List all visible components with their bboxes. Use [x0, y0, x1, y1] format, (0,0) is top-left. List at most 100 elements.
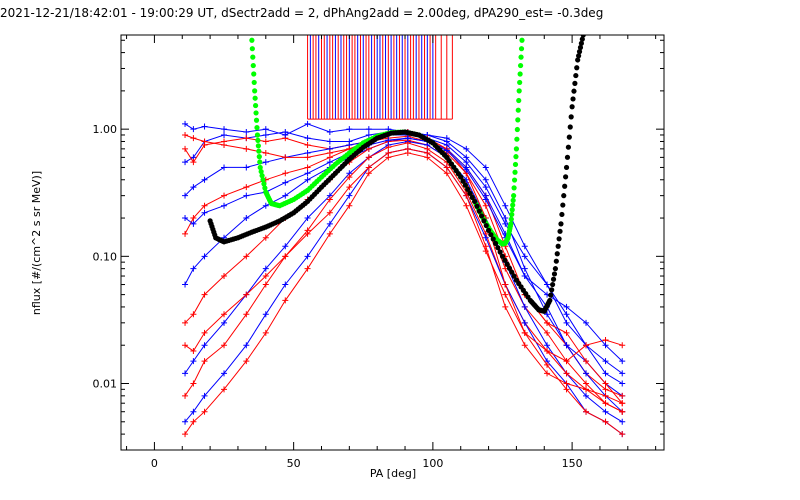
fit-curve-dot	[512, 169, 518, 175]
flux-point	[521, 329, 528, 336]
fit-curve-dot	[460, 178, 466, 184]
fit-curve-dot	[550, 281, 556, 288]
flux-point	[502, 281, 509, 288]
flux-point	[521, 303, 528, 310]
flux-point	[282, 170, 289, 177]
fit-curve-dot	[561, 193, 567, 199]
flux-point	[619, 380, 626, 387]
flux-point	[221, 192, 228, 199]
fit-curve-dot	[519, 37, 525, 43]
flux-point	[201, 123, 208, 130]
fit-curve-dot	[254, 132, 261, 138]
flux-point	[544, 319, 551, 326]
flux-point	[182, 192, 189, 199]
fit-curve-dot	[510, 197, 516, 203]
flux-point	[463, 192, 470, 199]
flux-point	[502, 303, 509, 310]
flux-profile-line	[184, 139, 623, 413]
flux-point	[190, 358, 197, 365]
flux-point	[282, 154, 289, 161]
flux-point	[190, 126, 197, 133]
flux-point	[304, 135, 311, 142]
flux-point	[602, 408, 609, 415]
fit-curve-dot	[472, 198, 478, 205]
flux-point	[262, 265, 269, 272]
fit-curve-dot	[554, 251, 560, 257]
flux-point	[243, 342, 250, 349]
flux-point	[346, 126, 353, 133]
flux-point	[521, 265, 528, 272]
fit-curve-dot	[262, 185, 268, 191]
flux-point	[326, 196, 333, 203]
flux-point	[326, 149, 333, 156]
flux-point	[544, 348, 551, 355]
flux-point	[262, 329, 269, 336]
flux-point	[521, 319, 528, 326]
flux-point	[602, 400, 609, 407]
flux-point	[385, 144, 392, 151]
fit-curve-dot	[509, 211, 515, 218]
flux-point	[602, 358, 609, 365]
flux-point	[190, 220, 197, 227]
flux-point	[262, 234, 269, 241]
flux-point	[619, 408, 626, 415]
y-tick-label: 0.01	[93, 378, 118, 391]
fit-curve-dot	[474, 203, 480, 209]
flux-point	[563, 303, 570, 310]
flux-point	[521, 243, 528, 250]
flux-point	[282, 297, 289, 304]
fit-curve-dot	[559, 211, 565, 218]
flux-profile-line	[184, 140, 623, 423]
flux-point	[544, 342, 551, 349]
fit-curve-dot	[569, 104, 575, 110]
flux-point	[326, 230, 333, 237]
fit-curve-dot	[572, 80, 578, 86]
flux-point	[304, 142, 311, 149]
fit-curve-dot	[511, 273, 517, 279]
fit-curve-dot	[483, 222, 489, 229]
flux-point	[201, 176, 208, 183]
x-tick-label: 0	[151, 457, 158, 470]
flux-point	[262, 311, 269, 318]
flux-point	[482, 164, 489, 171]
fit-curve-dot	[575, 57, 581, 63]
x-tick-label: 150	[562, 457, 583, 470]
fit-curve-dot	[567, 124, 573, 130]
flux-point	[182, 281, 189, 288]
flux-point	[262, 126, 269, 133]
fit-curve-dot	[558, 221, 564, 227]
flux-point	[221, 131, 228, 138]
plot-frame	[120, 34, 665, 451]
flux-point	[346, 174, 353, 181]
fit-curve-dot	[479, 213, 485, 219]
fit-curve-dot	[260, 177, 266, 183]
flux-point	[262, 149, 269, 156]
flux-point	[563, 358, 570, 365]
flux-point	[563, 386, 570, 393]
y-tick-label: 1.00	[93, 123, 118, 136]
flux-point	[583, 380, 590, 387]
fit-curve-dot	[497, 249, 503, 255]
flux-point	[521, 253, 528, 260]
flux-point	[521, 342, 528, 349]
fit-curve-dot	[509, 269, 515, 275]
flux-point	[602, 342, 609, 349]
fit-curve-dot	[476, 208, 482, 214]
flux-point	[201, 209, 208, 216]
flux-point	[563, 319, 570, 326]
flux-point	[243, 164, 250, 171]
fit-curve-dot	[550, 276, 557, 282]
fit-curve-dot	[515, 117, 521, 123]
fit-curve-dot	[506, 265, 513, 271]
fit-curve-dot	[504, 261, 510, 267]
fit-curve-dot	[502, 257, 508, 263]
fit-curve-dot	[512, 161, 519, 168]
flux-point	[182, 319, 189, 326]
flux-point	[190, 215, 197, 222]
flux-point	[201, 342, 208, 349]
fit-curve-dot	[508, 221, 514, 227]
fit-curve-dot	[566, 134, 572, 140]
flux-point	[583, 408, 590, 415]
fit-curve-dot	[258, 168, 264, 175]
